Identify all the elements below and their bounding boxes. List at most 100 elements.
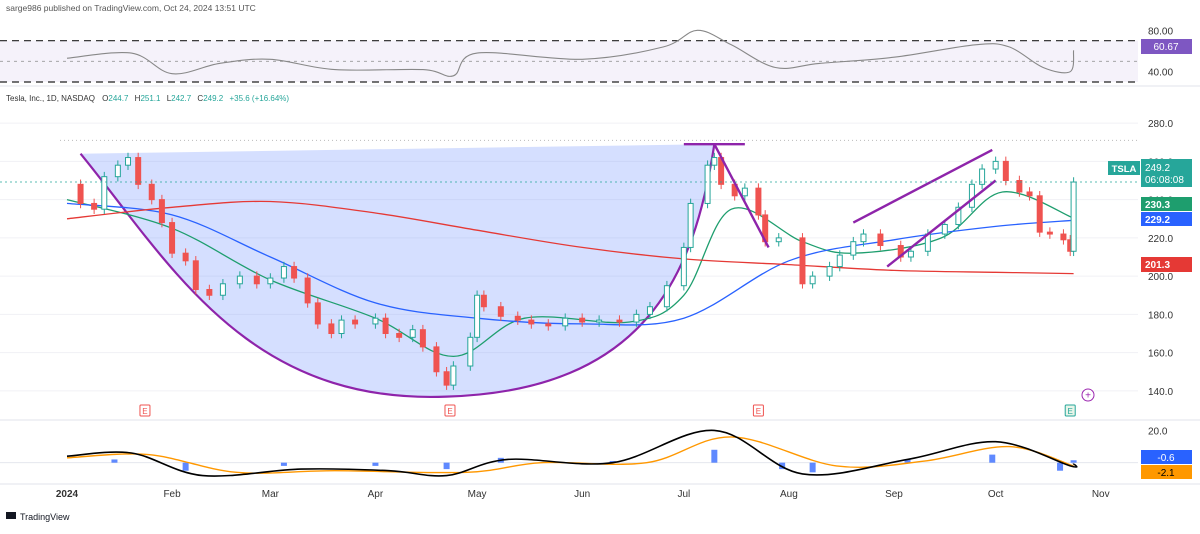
candle-body [158, 199, 165, 224]
add-alert-button[interactable] [1081, 388, 1095, 402]
ma-slow-value: 201.3 [1145, 260, 1170, 271]
candle-body [968, 183, 975, 208]
candle-body [1002, 160, 1009, 181]
low-label: L [167, 94, 172, 103]
candle-body [836, 254, 843, 268]
candle-body [192, 260, 199, 291]
earnings-label: E [142, 407, 147, 416]
candle-body [680, 246, 687, 287]
time-tick-label: Apr [368, 489, 384, 500]
candle-body [267, 277, 274, 285]
candle-body [646, 306, 653, 315]
candle-body [474, 294, 481, 338]
macd-histogram-bar [989, 454, 996, 463]
high-value: 251.1 [140, 94, 161, 103]
candle-body [372, 317, 379, 325]
ma-mid-value: 229.2 [1145, 215, 1170, 226]
close-value: 249.2 [203, 94, 224, 103]
candle-body [941, 223, 948, 235]
price-tick-label: 200.0 [1148, 272, 1173, 283]
time-tick-label: May [468, 489, 487, 500]
open-label: O [102, 94, 108, 103]
time-tick-label: Feb [163, 489, 181, 500]
macd-histogram-bar [443, 462, 450, 470]
last-price-badge [1141, 159, 1192, 187]
candle-body [1046, 231, 1053, 235]
candle-body [219, 283, 226, 296]
signal-value-label: -2.1 [1157, 468, 1175, 479]
candle-body [125, 157, 132, 166]
pullback-line [713, 143, 770, 248]
candle-body [528, 319, 535, 325]
macd-histogram-bar [280, 462, 287, 466]
candle-body [77, 183, 84, 204]
price-tick-label: 280.0 [1148, 119, 1173, 130]
candle-body [314, 302, 321, 325]
candle-body [497, 306, 504, 317]
earnings-marker: E [444, 404, 456, 417]
symbol-name: Tesla, Inc., 1D, NASDAQ [6, 94, 95, 103]
time-tick-label: Nov [1092, 489, 1110, 500]
candle-body [182, 252, 189, 262]
candle-body [419, 329, 426, 348]
brand-label: TradingView [20, 512, 70, 522]
wedge-lower-line [886, 179, 997, 268]
candle-body [596, 319, 603, 323]
earnings-icon [139, 404, 151, 417]
ma-slow-badge [1141, 257, 1192, 272]
candle-body [114, 164, 121, 178]
candle-body [169, 222, 176, 254]
price-tick-label: 180.0 [1148, 310, 1173, 321]
signal-value-badge [1141, 465, 1192, 479]
candle-body [253, 275, 260, 285]
candle-body [616, 319, 623, 323]
macd-histogram-bar [111, 459, 118, 463]
macd-line [66, 429, 1078, 477]
time-tick-label: 2024 [56, 489, 79, 500]
candle-body [382, 317, 389, 335]
macd-histogram-bar [711, 449, 718, 463]
time-tick-label: Oct [988, 489, 1004, 500]
countdown-timer: 06:08:08 [1145, 175, 1184, 186]
candle-body [135, 157, 142, 185]
candle-body [579, 317, 586, 323]
macd-histogram-bar [372, 462, 379, 466]
candle-body [1026, 191, 1033, 197]
candle-body [1070, 181, 1077, 252]
low-value: 242.7 [171, 94, 192, 103]
candle-body [328, 323, 335, 334]
candle-body [1016, 180, 1023, 193]
earnings-label: E [1068, 407, 1073, 416]
candle-body [809, 275, 816, 285]
change-value: +35.6 (+16.64%) [229, 94, 289, 103]
candle-body [979, 168, 986, 185]
wedge-upper-line [852, 148, 993, 224]
rsi-panel: 80.00 40.00 60.67 [0, 26, 1192, 83]
candle-body [799, 237, 806, 285]
price-tick-label: 160.0 [1148, 349, 1173, 360]
candle-body [409, 329, 416, 338]
candle-body [1060, 233, 1067, 241]
candle-body [850, 241, 857, 256]
candle-body [206, 289, 213, 296]
earnings-marker: E [1064, 404, 1076, 417]
tradingview-logo: TradingView [6, 512, 70, 522]
plus-icon: + [1085, 391, 1091, 402]
candle-body [955, 206, 962, 225]
candle-body [514, 315, 521, 321]
candle-body [480, 294, 487, 308]
symbol-info: Tesla, Inc., 1D, NASDAQ O244.7 H251.1 L2… [6, 94, 289, 103]
price-tick-label: 140.0 [1148, 387, 1173, 398]
candle-body [467, 336, 474, 367]
ma-slow-line [66, 200, 1074, 275]
macd-histogram-bar [182, 462, 189, 471]
candle-body [633, 313, 640, 323]
earnings-label: E [447, 407, 452, 416]
time-tick-label: Sep [885, 489, 903, 500]
macd-histogram-bar [809, 462, 816, 473]
candle-body [755, 187, 762, 216]
candle-body [545, 323, 552, 327]
macd-value-label: -0.6 [1157, 453, 1175, 464]
